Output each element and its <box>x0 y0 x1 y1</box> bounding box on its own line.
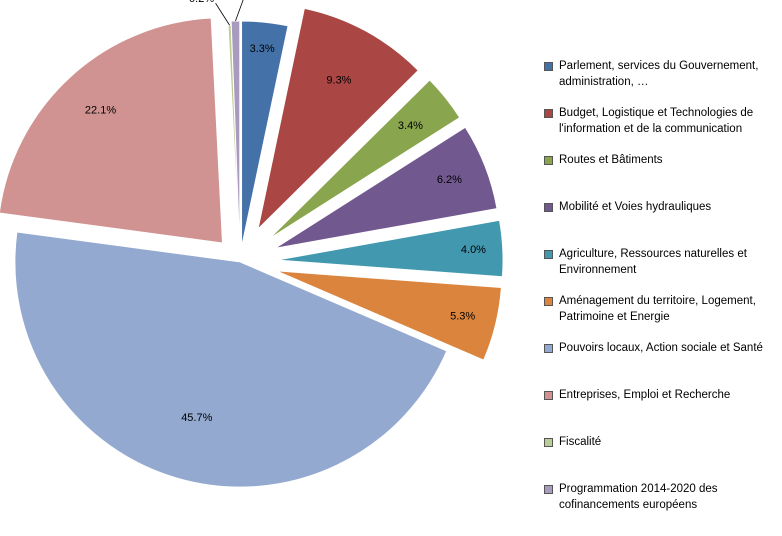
legend-swatch-7 <box>544 344 553 353</box>
legend-item-4: Mobilité et Voies hydrauliques <box>544 199 778 215</box>
legend-item-3: Routes et Bâtiments <box>544 152 778 168</box>
legend-item-2: Budget, Logistique et Technologies de l'… <box>544 105 778 137</box>
data-label-8: 22.1% <box>85 104 116 116</box>
legend-item-7: Pouvoirs locaux, Action sociale et Santé <box>544 340 778 356</box>
legend-label-10: Programmation 2014-2020 des cofinancemen… <box>559 483 718 511</box>
pie-slice-6 <box>276 270 502 361</box>
legend-swatch-3 <box>544 156 553 165</box>
legend-label-2: Budget, Logistique et Technologies de l'… <box>559 107 754 135</box>
data-label-4: 6.2% <box>437 174 462 186</box>
legend-item-1: Parlement, services du Gouvernement, adm… <box>544 58 778 90</box>
pie-slice-4 <box>275 126 498 249</box>
legend-swatch-10 <box>544 485 553 494</box>
legend: Parlement, services du Gouvernement, adm… <box>544 58 778 528</box>
legend-label-1: Parlement, services du Gouvernement, adm… <box>559 60 759 88</box>
pie-slice-3 <box>269 79 461 239</box>
legend-label-5: Agriculture, Ressources naturelles et En… <box>559 248 747 276</box>
legend-item-8: Entreprises, Emploi et Recherche <box>544 387 778 403</box>
data-label-5: 4.0% <box>461 244 486 256</box>
data-label-7: 45.7% <box>181 412 212 424</box>
data-label-3: 3.4% <box>398 120 423 132</box>
leader-line-9 <box>215 3 230 26</box>
legend-swatch-4 <box>544 203 553 212</box>
legend-label-8: Entreprises, Emploi et Recherche <box>559 389 731 401</box>
data-label-9: 0.2% <box>189 0 214 5</box>
legend-label-3: Routes et Bâtiments <box>559 154 663 166</box>
legend-swatch-5 <box>544 250 553 259</box>
legend-label-7: Pouvoirs locaux, Action sociale et Santé <box>559 342 763 354</box>
legend-item-6: Aménagement du territoire, Logement, Pat… <box>544 293 778 325</box>
legend-item-5: Agriculture, Ressources naturelles et En… <box>544 246 778 278</box>
legend-swatch-8 <box>544 391 553 400</box>
data-label-2: 9.3% <box>326 74 351 86</box>
legend-swatch-2 <box>544 109 553 118</box>
legend-swatch-1 <box>544 62 553 71</box>
leader-line-10 <box>235 0 244 22</box>
data-label-1: 3.3% <box>250 43 275 55</box>
pie-slice-2 <box>257 7 419 230</box>
legend-item-10: Programmation 2014-2020 des cofinancemen… <box>544 481 778 513</box>
legend-item-9: Fiscalité <box>544 434 778 450</box>
legend-label-6: Aménagement du territoire, Logement, Pat… <box>559 295 756 323</box>
pie-slice-5 <box>277 219 504 278</box>
legend-label-4: Mobilité et Voies hydrauliques <box>559 201 712 213</box>
data-label-6: 5.3% <box>450 310 475 322</box>
legend-swatch-9 <box>544 438 553 447</box>
pie-slice-1 <box>241 20 289 247</box>
pie-slice-10 <box>230 20 241 247</box>
legend-label-9: Fiscalité <box>559 436 602 448</box>
legend-swatch-6 <box>544 297 553 306</box>
pie-slice-8 <box>0 17 223 244</box>
pie-slice-7 <box>14 231 448 488</box>
data-label-10: 0.6% <box>249 0 274 1</box>
